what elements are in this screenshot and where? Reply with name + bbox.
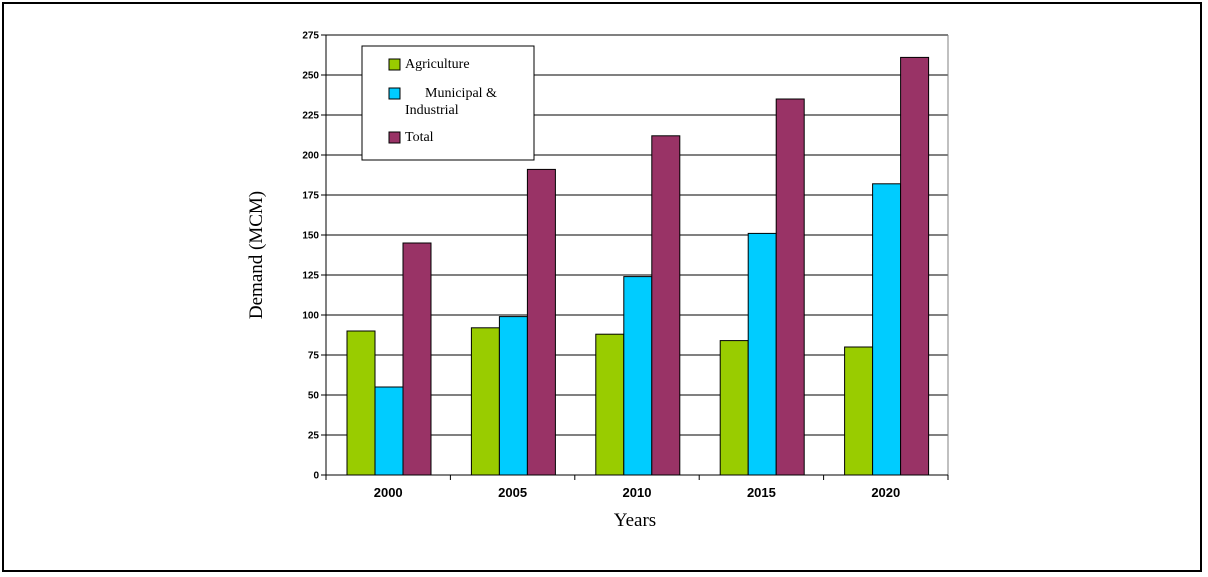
y-tick-labels: 0 25 50 75 100 125 150 175 200 225 250 275 [302,31,319,482]
bar-total-2020 [900,56,930,476]
legend: Agriculture Municipal & Industrial Total [361,45,535,161]
bar-total-2015 [775,98,805,476]
x-tick-label: 2000 [374,485,403,500]
x-tick-label: 2015 [747,485,776,500]
bar-agriculture-2010 [595,333,625,476]
y-tick-label: 100 [302,311,319,322]
x-tick-label: 2005 [498,485,527,500]
legend-label: Total [405,130,434,145]
y-tick-label: 50 [308,391,320,402]
bar-total-2000 [402,242,432,476]
y-tick-label: 250 [302,71,319,82]
y-tick-label: 25 [308,431,320,442]
bar-municipal-industrial-2005 [498,316,528,476]
y-tick-label: 150 [302,231,319,242]
y-axis-title: Demand (MCM) [246,191,267,319]
bar-municipal-industrial-2015 [747,232,777,476]
x-tick-labels: 2000 2005 2010 2015 2020 [374,485,901,500]
legend-swatch [388,131,401,144]
x-tick-label: 2010 [623,485,652,500]
bar-municipal-industrial-2000 [374,386,404,476]
legend-swatch [388,58,401,71]
bar-agriculture-2005 [470,327,500,476]
y-tick-label: 175 [302,191,319,202]
y-tick-label: 275 [302,31,319,42]
y-tick-label: 200 [302,151,319,162]
axes [321,34,949,480]
legend-label: Municipal & Industrial [405,86,497,118]
bar-municipal-industrial-2020 [872,183,902,476]
bar-total-2005 [526,168,556,476]
y-tick-label: 0 [313,471,319,482]
y-tick-label: 225 [302,111,319,122]
y-tick-label: 75 [308,351,320,362]
x-tick-label: 2020 [871,485,900,500]
bar-agriculture-2000 [346,330,376,476]
bar-agriculture-2015 [719,340,749,476]
legend-label: Agriculture [405,57,470,72]
y-tick-label: 125 [302,271,319,282]
bar-total-2010 [651,135,681,476]
bar-municipal-industrial-2010 [623,276,653,476]
bar-agriculture-2020 [844,346,874,476]
legend-swatch [388,87,401,100]
x-axis-title: Years [614,510,656,531]
bars [346,56,930,476]
